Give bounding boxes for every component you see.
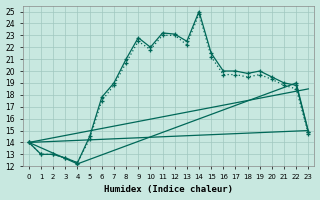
X-axis label: Humidex (Indice chaleur): Humidex (Indice chaleur) [104, 185, 233, 194]
